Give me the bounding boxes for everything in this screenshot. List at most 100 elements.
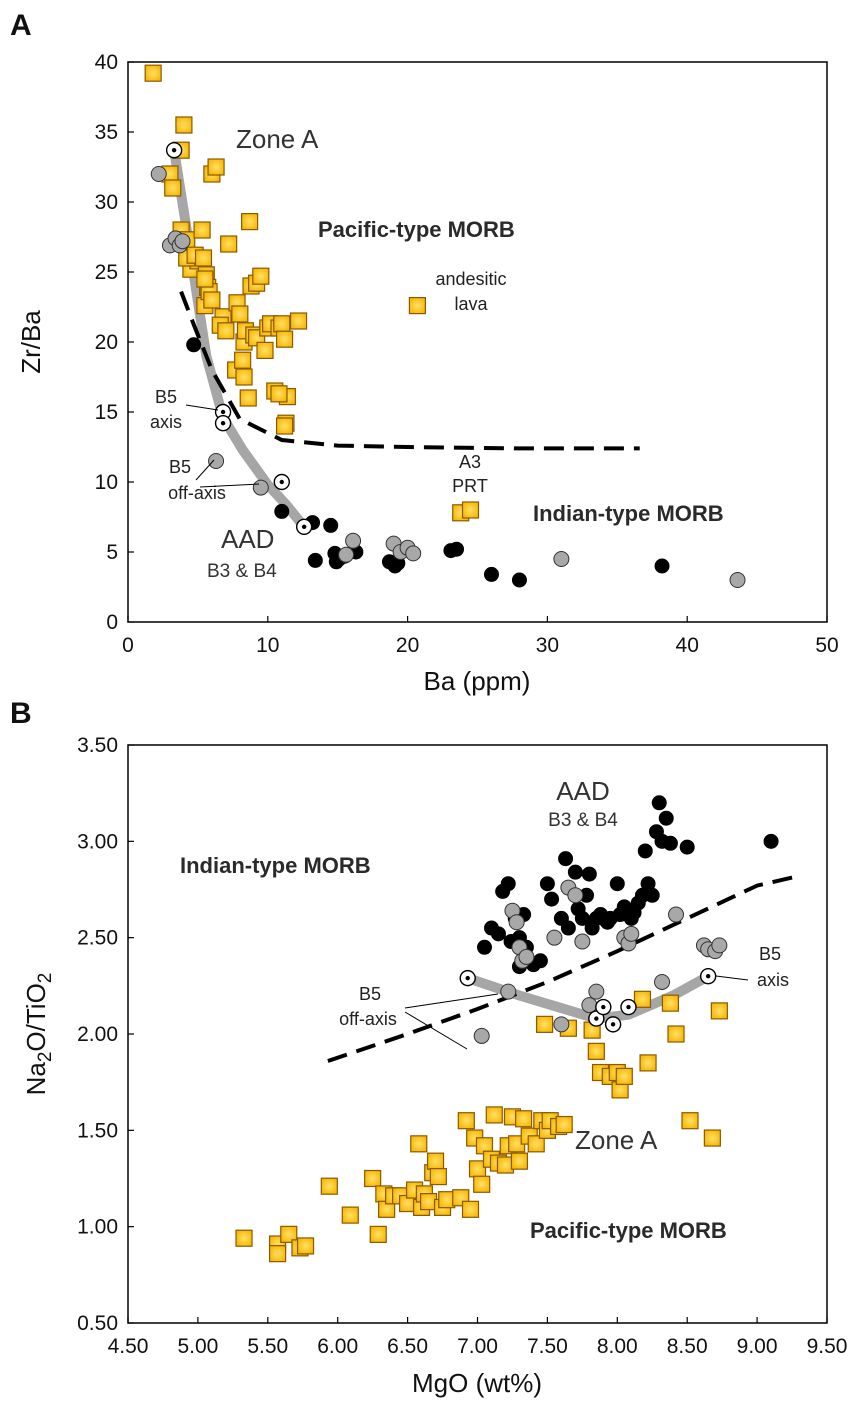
panel-b-y-tick-label: 2.50 [77, 927, 118, 950]
panel-a-leader-lines [185, 404, 260, 488]
panel-b-y-tick-label: 1.50 [77, 1119, 118, 1142]
panel-b-square-point [461, 1200, 480, 1218]
panel-b-aad-point [763, 833, 779, 849]
panel-b-aad-point [637, 843, 653, 859]
panel-a-square-point [241, 213, 259, 231]
panel-a-pacific-label: Pacific-type MORB [318, 217, 515, 242]
panel-a-square-point [175, 116, 193, 134]
panel-a-aad-sublabel: B3 & B4 [207, 561, 277, 582]
panel-a-square-point [193, 221, 211, 239]
panel-a-aad-point [323, 517, 339, 533]
panel-b-aad-point [558, 851, 574, 867]
panel-a-indian-label: Indian-type MORB [533, 501, 724, 526]
panel-b-zone-a-label: Zone A [575, 1125, 658, 1155]
panel-a-aad-point [511, 572, 527, 588]
panel-a-gray-point [150, 166, 167, 182]
panel-a-gray-point [729, 572, 746, 588]
panel-a-x-tick-label: 10 [256, 634, 279, 657]
panel-a-letter: A [10, 9, 32, 42]
panel-a-gray-point [405, 545, 422, 562]
panel-a-x-tick-label: 0 [122, 634, 134, 657]
panel-b-y-tick-label: 3.50 [77, 734, 118, 757]
panel-b-y-tick-label: 2.00 [77, 1023, 118, 1046]
panel-a-x-tick-label: 30 [536, 634, 559, 657]
panel-b-aad-point [651, 795, 667, 811]
panel-b-x-tick-label: 8.50 [667, 1335, 708, 1358]
panel-b-b5-point-dot [705, 974, 711, 979]
panel-b-x-tick-label: 6.50 [387, 1335, 428, 1358]
panel-a-x-axis-title: Ba (ppm) [424, 666, 531, 696]
panel-b-square-point [703, 1129, 721, 1147]
panel-b-aad-point [658, 810, 674, 826]
panel-b-x-tick-label: 5.00 [177, 1335, 218, 1358]
panel-a-aad-point [274, 503, 290, 519]
panel-b-square-point [268, 1245, 287, 1263]
panel-b-b5-point-dot [601, 1004, 606, 1010]
panel-b-x-tick-label: 6.00 [317, 1335, 358, 1358]
panel-b-y-tick-label: 0.50 [77, 1312, 118, 1335]
panel-a-y-tick-label: 40 [95, 51, 118, 74]
panel-b-y-tick-label: 1.00 [77, 1216, 118, 1239]
panel-b-square-point [429, 1167, 447, 1186]
panel-b: B 4.50 5.00 5.50 6.00 6.50 7.00 7.50 8.00 8.50 9.… [10, 697, 847, 1398]
panel-b-aad-point [679, 839, 695, 855]
panel-b-gray-point [623, 925, 640, 942]
panel-b-gray-point [567, 887, 584, 904]
panel-a-square-point [164, 179, 182, 197]
panel-b-aad-sublabel: B3 & B4 [548, 810, 618, 831]
panel-b-aad-point [662, 835, 678, 851]
panel-a-square-point [194, 249, 213, 267]
panel-b-x-axis-title: MgO (wt%) [412, 1368, 542, 1398]
panel-b-morb-divider [327, 874, 800, 1063]
panel-a-b5-offaxis-sublabel: off-axis [168, 483, 226, 503]
panel-a-square-point [217, 322, 235, 340]
panel-a-b5-trend-line [169, 145, 310, 532]
panel-b-square-point [667, 1025, 685, 1043]
panel-a-aad-point [654, 558, 670, 574]
panel-b-letter: B [10, 697, 32, 730]
panel-a-square-point [275, 330, 294, 348]
panel-b-square-point [280, 1225, 298, 1243]
panel-a-square-point [408, 297, 426, 315]
panel-b-gray-point [668, 906, 685, 923]
panel-b-square-point [426, 1152, 445, 1170]
panel-a-square-point [220, 235, 238, 253]
panel-a-square-point [273, 315, 291, 333]
panel-b-indian-label: Indian-type MORB [180, 853, 371, 878]
panel-b-x-tick-label: 5.50 [247, 1335, 288, 1358]
panel-b-x-tick-label: 9.50 [807, 1335, 848, 1358]
panel-a-square-point [461, 501, 480, 519]
panel-b-square-point [681, 1112, 699, 1130]
panel-b-leader-lines [404, 975, 749, 1050]
panel-a-y-tick-label: 35 [95, 121, 118, 144]
panel-a-b5-point-dot [220, 421, 226, 426]
panel-b-square-point [633, 990, 652, 1008]
panel-a-y-tick-label: 0 [106, 611, 118, 634]
panel-a-gray-point [174, 233, 191, 250]
panel-b-square-point [555, 1115, 573, 1134]
panel-b-square-point [527, 1135, 545, 1153]
panel-a-y-tick-label: 15 [95, 401, 118, 424]
panel-b-square-point [661, 994, 680, 1012]
panel-a-y-tick-label: 30 [95, 191, 118, 214]
panel-a-gray-point [208, 453, 225, 469]
panel-b-square-point [485, 1106, 503, 1124]
panel-b-square-point [639, 1054, 657, 1072]
panel-a-square-point [196, 270, 214, 288]
panel-b-b5-point-dot [626, 1004, 631, 1010]
panel-b-b5-offaxis-sublabel: off-axis [339, 1009, 397, 1029]
panel-b-gray-point [500, 983, 517, 1000]
panel-a-square-point [256, 341, 274, 359]
panel-a-aad-point [307, 552, 323, 568]
panel-b-gray-point [711, 937, 728, 954]
panel-b-gray-point [508, 914, 525, 931]
panel-a-x-tick-label: 40 [676, 634, 699, 657]
panel-b-x-tick-label: 8.00 [597, 1335, 638, 1358]
panel-b-y-tick-label: 3.00 [77, 830, 118, 853]
panel-a-x-tick-label: 50 [815, 634, 838, 657]
panel-b-aad-point [567, 864, 583, 880]
panel-b-square-point [410, 1135, 428, 1153]
panel-b-aad-point [560, 920, 576, 936]
panel-a-y-axis-title: Zr/Ba [16, 310, 46, 374]
